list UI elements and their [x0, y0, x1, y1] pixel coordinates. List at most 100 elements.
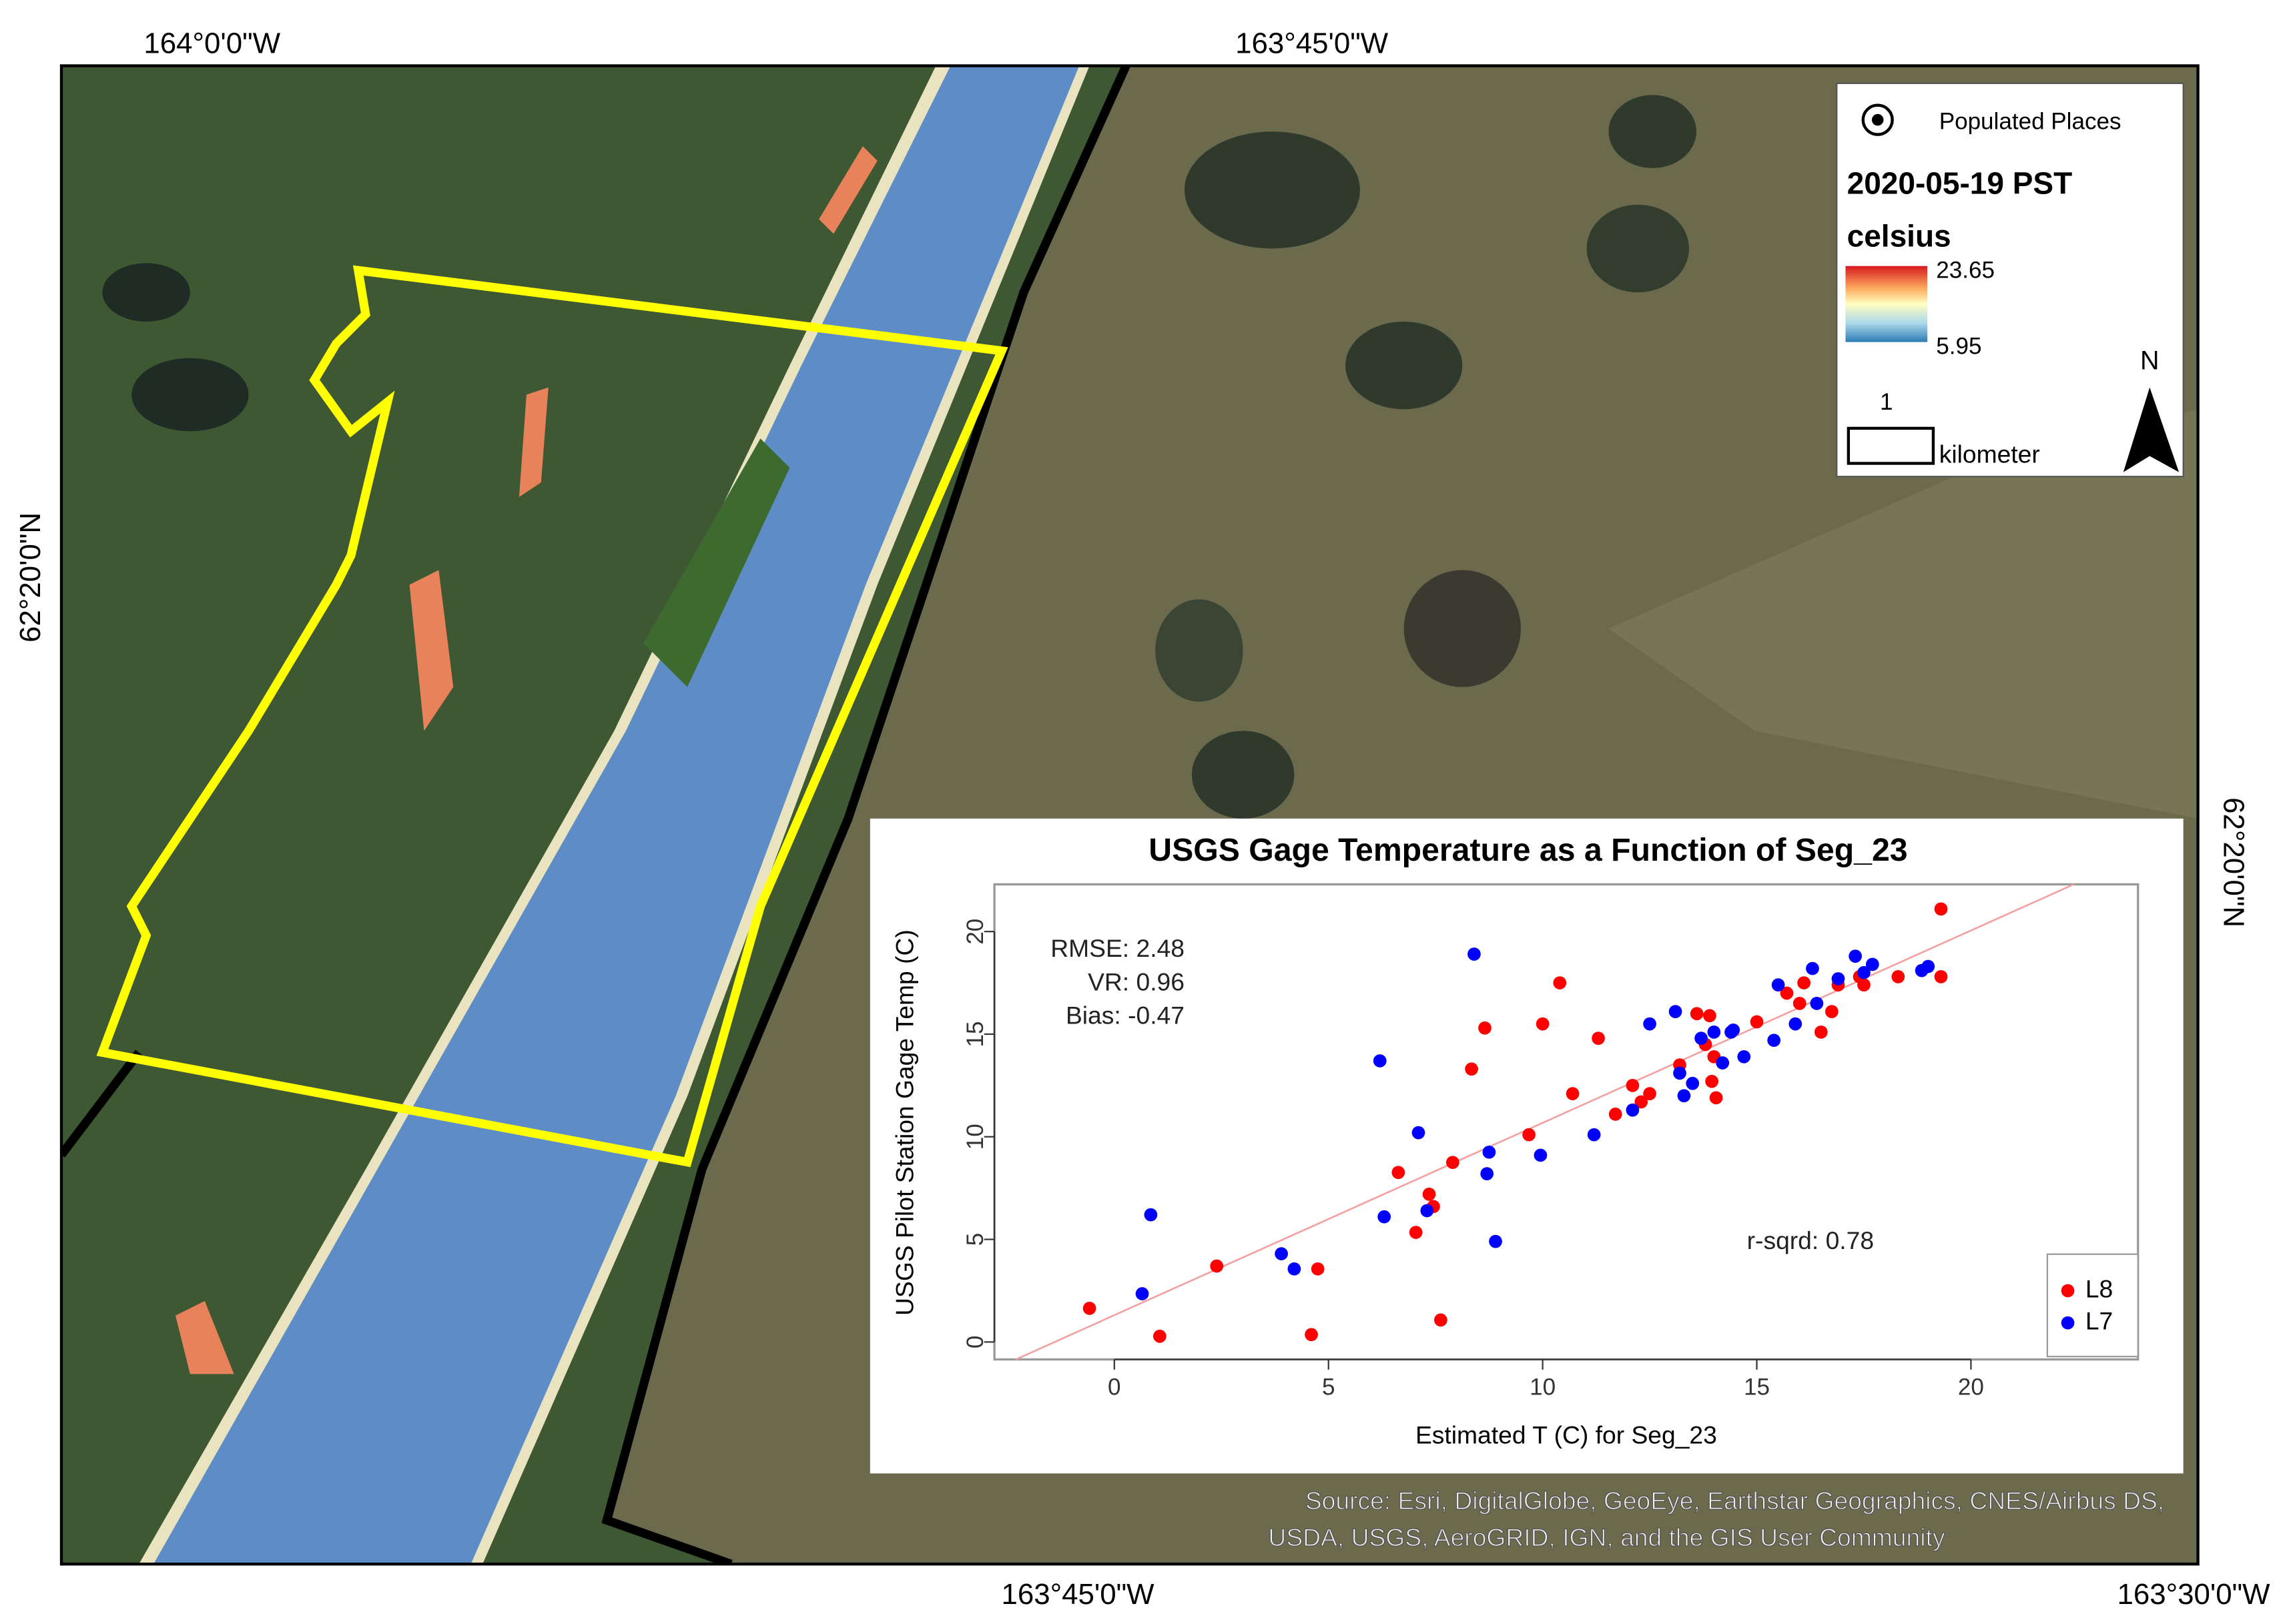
x-tick-label: 15 — [1744, 1374, 1770, 1400]
legend-swatch — [2061, 1316, 2075, 1330]
scatter-chart: USGS Gage Temperature as a Function of S… — [890, 832, 2140, 1449]
scatter-point — [1831, 972, 1845, 985]
scatter-point — [1634, 1095, 1648, 1109]
x-tick-label: 10 — [1530, 1374, 1556, 1400]
scatter-point — [1480, 1167, 1494, 1180]
scatter-point — [1865, 957, 1879, 971]
scatter-point — [1467, 947, 1481, 961]
scatter-point — [1716, 1056, 1730, 1070]
scatter-point — [1810, 996, 1824, 1010]
scatter-point — [1434, 1313, 1447, 1327]
scatter-point — [1814, 1026, 1828, 1039]
scatter-point — [1534, 1148, 1548, 1162]
scatter-point — [1703, 1009, 1716, 1023]
north-label: N — [2140, 346, 2159, 376]
scatter-point — [1690, 1007, 1704, 1021]
scatter-point — [1694, 1032, 1708, 1045]
source-line: USDA, USGS, AeroGRID, IGN, and the GIS U… — [1268, 1523, 1945, 1551]
legend-unit: celsius — [1847, 218, 1951, 253]
lat-label: 62°20'0"N — [14, 512, 47, 643]
scatter-point — [1771, 978, 1785, 992]
scatter-point — [1626, 1079, 1640, 1092]
map-legend: Populated Places 2020-05-19 PST celsius … — [1836, 82, 2184, 478]
scatter-point — [1891, 969, 1905, 983]
scatter-point — [1792, 996, 1807, 1010]
scatter-point — [1767, 1034, 1781, 1048]
scatter-point — [1489, 1234, 1502, 1248]
legend-label: L7 — [2085, 1307, 2113, 1335]
scatter-point — [1411, 1126, 1425, 1140]
ramp-min: 5.95 — [1936, 334, 1981, 360]
lon-label: 164°0'0"W — [143, 27, 280, 59]
scatter-point — [1797, 976, 1811, 989]
scatter-point — [1825, 1005, 1839, 1018]
scatter-point — [1857, 965, 1871, 979]
scatter-point — [1592, 1032, 1605, 1045]
scatter-point — [1643, 1017, 1656, 1031]
scatter-point — [1287, 1262, 1301, 1276]
north-arrow — [2123, 387, 2180, 472]
scatter-point — [1608, 1108, 1622, 1121]
x-tick-label: 5 — [1322, 1374, 1335, 1400]
x-tick-label: 20 — [1958, 1374, 1984, 1400]
scatter-point — [1566, 1087, 1580, 1101]
scatter-point — [1536, 1017, 1550, 1031]
scatter-point — [1478, 1021, 1492, 1035]
legend-date: 2020-05-19 PST — [1847, 165, 2073, 200]
scatter-point — [1422, 1188, 1436, 1201]
scale-bar — [1847, 426, 1935, 465]
scatter-point — [1643, 1087, 1656, 1101]
legend-box — [2046, 1253, 2139, 1358]
stat-annotation: Bias: -0.47 — [1066, 1001, 1185, 1030]
ramp-max: 23.65 — [1936, 258, 1995, 284]
scatter-point — [1934, 969, 1948, 983]
y-tick-label: 15 — [962, 1021, 988, 1047]
fit-line — [1015, 883, 2074, 1360]
scatter-point — [1373, 1054, 1387, 1068]
scatter-point — [1391, 1166, 1405, 1180]
legend-label: L8 — [2085, 1274, 2113, 1302]
scatter-point — [1707, 1026, 1721, 1039]
source-credit: Source: Esri, DigitalGlobe, GeoEye, Eart… — [1268, 1486, 2165, 1551]
scatter-point — [1465, 1062, 1478, 1076]
stat-annotation: r-sqrd: 0.78 — [1747, 1226, 1874, 1254]
lon-label: 163°30'0"W — [2117, 1578, 2270, 1611]
legend-populated: Populated Places — [1939, 108, 2121, 134]
scatter-point — [1921, 959, 1935, 973]
scatter-point — [1626, 1103, 1640, 1117]
scatter-point — [1522, 1128, 1536, 1142]
scatter-point — [1311, 1262, 1325, 1276]
scatter-point — [1445, 1156, 1459, 1170]
stat-annotation: RMSE: 2.48 — [1050, 934, 1185, 962]
stat-annotation: VR: 0.96 — [1088, 967, 1185, 995]
scatter-point — [1587, 1128, 1601, 1142]
scatter-point — [1806, 961, 1819, 975]
scatter-point — [1377, 1210, 1391, 1224]
scatter-point — [1409, 1226, 1423, 1239]
scatter-point — [1737, 1050, 1751, 1064]
scatter-point — [1553, 976, 1567, 989]
y-tick-label: 10 — [962, 1124, 988, 1150]
scatter-point — [1275, 1247, 1288, 1260]
scatter-point — [1750, 1015, 1764, 1029]
scatter-point — [1305, 1328, 1318, 1342]
scatter-point — [1780, 986, 1794, 1000]
y-tick-label: 0 — [962, 1336, 988, 1348]
lat-label: 62°20'0"N — [2217, 797, 2250, 927]
scatter-point — [1082, 1302, 1096, 1315]
source-line: Source: Esri, DigitalGlobe, GeoEye, Eart… — [1305, 1487, 2164, 1515]
chart-title: USGS Gage Temperature as a Function of S… — [1149, 832, 1907, 868]
scatter-point — [1153, 1329, 1167, 1343]
scatter-point — [1135, 1287, 1149, 1300]
scale-value: 1 — [1880, 389, 1893, 415]
color-ramp — [1845, 266, 1928, 342]
scatter-point — [1788, 1017, 1803, 1031]
legend-swatch — [2061, 1284, 2075, 1298]
scatter-point — [1934, 902, 1948, 916]
scatter-point — [1210, 1259, 1224, 1273]
map-frame — [59, 64, 2200, 1566]
chart-panel — [870, 818, 2184, 1474]
scatter-point — [1686, 1076, 1700, 1090]
